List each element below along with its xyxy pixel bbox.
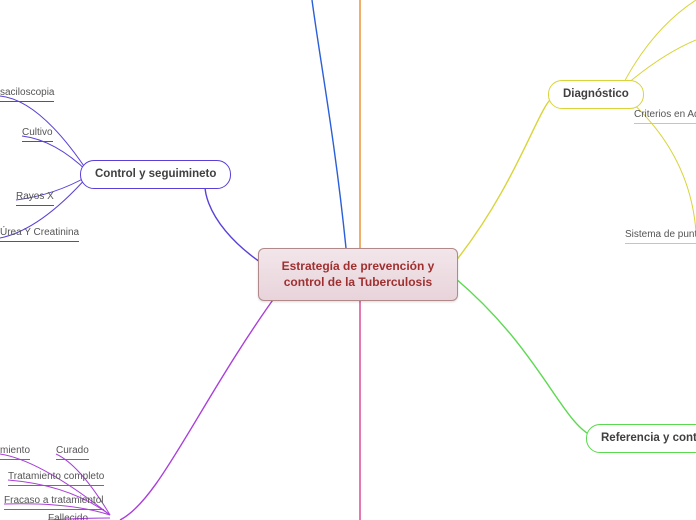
branch-control[interactable]: Control y seguimineto [80,160,231,189]
leaf-egreso-4[interactable]: Fallecido [48,512,88,520]
leaf-egreso-1[interactable]: Curado [56,444,89,460]
leaf-egreso-2[interactable]: Tratamiento completo [8,470,104,486]
leaf-diagnostico-1[interactable]: Sistema de puntaje [625,228,696,244]
leaf-egreso-0[interactable]: miento [0,444,30,460]
center-node[interactable]: Estrategía de prevención y control de la… [258,248,458,301]
leaf-egreso-3[interactable]: Fracaso a tratamientol [4,494,104,510]
branch-diagnostico[interactable]: Diagnóstico [548,80,644,109]
leaf-control-0[interactable]: saciloscopia [0,86,54,102]
leaf-diagnostico-0[interactable]: Criterios en Adultos May [634,108,696,124]
leaf-control-1[interactable]: Cultivo [22,126,53,142]
mindmap-canvas: DiagnósticoCriterios en Adultos May Siste… [0,0,696,520]
leaf-control-2[interactable]: Rayos X [16,190,54,206]
leaf-control-3[interactable]: Úrea Y Creatinina [0,226,79,242]
branch-referencia[interactable]: Referencia y contra ref [586,424,696,453]
